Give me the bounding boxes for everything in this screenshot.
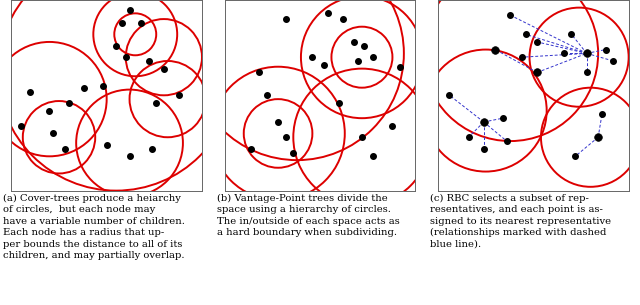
Text: (b) Vantage-Point trees divide the
space using a hierarchy of circles.
The in/ou: (b) Vantage-Point trees divide the space…	[216, 194, 399, 237]
Text: (c) RBC selects a subset of rep-
resentatives, and each point is as-
signed to i: (c) RBC selects a subset of rep- resenta…	[430, 194, 611, 249]
Text: (a) Cover-trees produce a heiarchy
of circles,  but each node may
have a variabl: (a) Cover-trees produce a heiarchy of ci…	[3, 194, 185, 260]
